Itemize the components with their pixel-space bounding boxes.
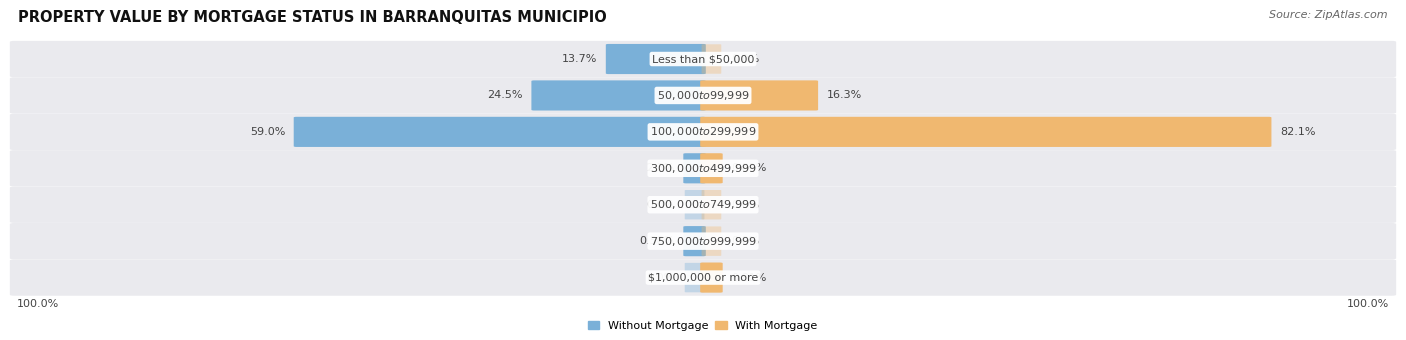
FancyBboxPatch shape — [702, 44, 721, 74]
Text: $1,000,000 or more: $1,000,000 or more — [648, 273, 758, 283]
FancyBboxPatch shape — [10, 41, 1396, 77]
Text: 0.81%: 0.81% — [731, 163, 766, 173]
FancyBboxPatch shape — [700, 117, 1271, 147]
FancyBboxPatch shape — [10, 187, 1396, 223]
FancyBboxPatch shape — [700, 80, 818, 110]
FancyBboxPatch shape — [683, 226, 706, 256]
Text: PROPERTY VALUE BY MORTGAGE STATUS IN BARRANQUITAS MUNICIPIO: PROPERTY VALUE BY MORTGAGE STATUS IN BAR… — [18, 10, 607, 25]
Text: 0.81%: 0.81% — [731, 273, 766, 283]
Text: 24.5%: 24.5% — [488, 90, 523, 100]
Text: 13.7%: 13.7% — [562, 54, 598, 64]
Legend: Without Mortgage, With Mortgage: Without Mortgage, With Mortgage — [588, 321, 818, 331]
FancyBboxPatch shape — [606, 44, 706, 74]
Text: 100.0%: 100.0% — [1347, 299, 1389, 309]
FancyBboxPatch shape — [294, 117, 706, 147]
Text: 0.0%: 0.0% — [731, 54, 759, 64]
FancyBboxPatch shape — [683, 153, 706, 183]
Text: $500,000 to $749,999: $500,000 to $749,999 — [650, 198, 756, 211]
Text: 82.1%: 82.1% — [1279, 127, 1316, 137]
FancyBboxPatch shape — [10, 259, 1396, 296]
Text: Less than $50,000: Less than $50,000 — [652, 54, 754, 64]
FancyBboxPatch shape — [10, 150, 1396, 186]
Text: 2.3%: 2.3% — [647, 163, 675, 173]
FancyBboxPatch shape — [10, 223, 1396, 259]
Text: $100,000 to $299,999: $100,000 to $299,999 — [650, 125, 756, 138]
FancyBboxPatch shape — [700, 262, 723, 293]
Text: $300,000 to $499,999: $300,000 to $499,999 — [650, 162, 756, 175]
Text: 0.0%: 0.0% — [647, 273, 675, 283]
FancyBboxPatch shape — [685, 190, 704, 219]
Text: 59.0%: 59.0% — [250, 127, 285, 137]
FancyBboxPatch shape — [702, 190, 721, 219]
FancyBboxPatch shape — [702, 226, 721, 256]
Text: 0.58%: 0.58% — [640, 236, 675, 246]
Text: 0.0%: 0.0% — [731, 200, 759, 210]
Text: Source: ZipAtlas.com: Source: ZipAtlas.com — [1270, 10, 1388, 20]
FancyBboxPatch shape — [10, 114, 1396, 150]
FancyBboxPatch shape — [700, 153, 723, 183]
FancyBboxPatch shape — [10, 77, 1396, 114]
FancyBboxPatch shape — [685, 263, 704, 292]
Text: $50,000 to $99,999: $50,000 to $99,999 — [657, 89, 749, 102]
Text: 0.0%: 0.0% — [647, 200, 675, 210]
Text: 0.0%: 0.0% — [731, 236, 759, 246]
FancyBboxPatch shape — [531, 80, 706, 110]
Text: 100.0%: 100.0% — [17, 299, 59, 309]
Text: 16.3%: 16.3% — [827, 90, 862, 100]
Text: $750,000 to $999,999: $750,000 to $999,999 — [650, 235, 756, 248]
